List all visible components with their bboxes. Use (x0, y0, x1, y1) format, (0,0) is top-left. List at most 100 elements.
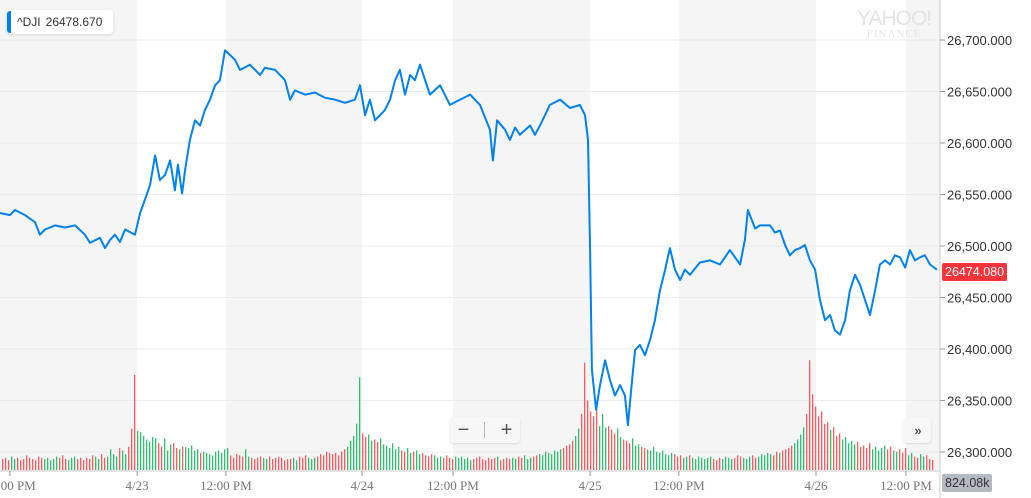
volume-bar (191, 445, 193, 470)
volume-bar (446, 455, 448, 470)
volume-bar (536, 455, 538, 470)
volume-bar (260, 456, 262, 470)
volume-bar (329, 452, 331, 470)
volume-bar (83, 460, 85, 470)
volume-bar (611, 429, 613, 470)
volume-bar (677, 456, 679, 470)
volume-bar (737, 455, 739, 470)
volume-bar (869, 443, 871, 470)
volume-bar (830, 429, 832, 470)
volume-bar (614, 433, 616, 470)
volume-bar (455, 456, 457, 470)
current-volume-tag: 824.08k (942, 474, 993, 492)
zoom-out-button[interactable]: − (457, 419, 470, 441)
volume-bar (653, 446, 655, 470)
volume-bar (317, 456, 319, 470)
logo-line1: YAHOO! (857, 7, 932, 30)
volume-bar (905, 448, 907, 470)
volume-bar (437, 457, 439, 470)
volume-bar (764, 455, 766, 470)
volume-bar (488, 457, 490, 470)
volume-bar (818, 416, 820, 470)
volume-bar (395, 449, 397, 470)
volume-bar (344, 449, 346, 470)
volume-bar (134, 374, 136, 470)
y-tick-label: 26,300.000 (947, 445, 1012, 460)
volume-bar (11, 456, 13, 470)
volume-bar (506, 457, 508, 470)
volume-bar (413, 451, 415, 470)
volume-bar (842, 439, 844, 470)
volume-bar (911, 452, 913, 470)
zoom-in-button[interactable]: + (500, 419, 513, 441)
volume-bar (731, 459, 733, 470)
volume-bar (887, 449, 889, 470)
scroll-to-end-button[interactable]: » (903, 417, 931, 443)
volume-bar (8, 460, 10, 470)
volume-bar (110, 449, 112, 470)
volume-bar (188, 448, 190, 470)
volume-bar (143, 435, 145, 470)
volume-bar (386, 445, 388, 470)
volume-bar (23, 459, 25, 470)
volume-bar (827, 422, 829, 470)
logo-line2: FINANCE (866, 28, 922, 40)
volume-bar (227, 448, 229, 470)
legend-symbol: ^DJI (17, 15, 41, 29)
volume-bar (899, 449, 901, 470)
volume-bar (458, 457, 460, 470)
y-tick-label: 26,550.000 (947, 188, 1012, 203)
volume-bar (719, 457, 721, 470)
volume-bar (206, 452, 208, 470)
volume-bar (686, 456, 688, 470)
volume-bar (866, 448, 868, 470)
gridlines (0, 39, 940, 453)
volume-bar (749, 456, 751, 470)
volume-bar (635, 445, 637, 470)
volume-bar (893, 450, 895, 470)
volume-bar (722, 459, 724, 470)
volume-bar (290, 459, 292, 470)
volume-bar (29, 457, 31, 470)
volume-bar (254, 459, 256, 470)
volume-bar (392, 443, 394, 470)
x-tick-label: 12:00 PM (427, 478, 479, 493)
volume-bar (788, 448, 790, 470)
volume-bar (401, 450, 403, 470)
volume-bar (593, 416, 595, 470)
volume-bar (299, 456, 301, 470)
volume-bar (53, 459, 55, 470)
volume-bar (374, 439, 376, 470)
volume-bar (263, 457, 265, 470)
volume-bar (632, 438, 634, 470)
volume-bar (194, 450, 196, 470)
volume-bar (212, 455, 214, 470)
volume-bar (47, 457, 49, 470)
volume-bar (680, 455, 682, 470)
volume-bar (881, 448, 883, 470)
volume-bar (140, 432, 142, 470)
volume-bar (833, 427, 835, 470)
price-line (0, 49, 938, 427)
volume-bar (767, 452, 769, 470)
volume-bar (149, 441, 151, 470)
session-band (453, 0, 591, 471)
series-legend[interactable]: ^DJI 26478.670 (7, 10, 114, 34)
volume-bar (164, 438, 166, 470)
yahoo-finance-logo: YAHOO! FINANCE (857, 7, 932, 40)
volume-bar (35, 460, 37, 470)
session-band (906, 0, 940, 471)
volume-bar (98, 459, 100, 470)
volume-bar (200, 452, 202, 470)
volume-bar (563, 448, 565, 470)
volume-bar (179, 449, 181, 470)
volume-bar (497, 456, 499, 470)
volume-bar (701, 457, 703, 470)
volume-bar (662, 450, 664, 470)
volume-bar (896, 451, 898, 470)
volume-bar (20, 460, 22, 470)
volume-bar (776, 451, 778, 470)
volume-bar (311, 459, 313, 470)
volume-bar (410, 452, 412, 470)
